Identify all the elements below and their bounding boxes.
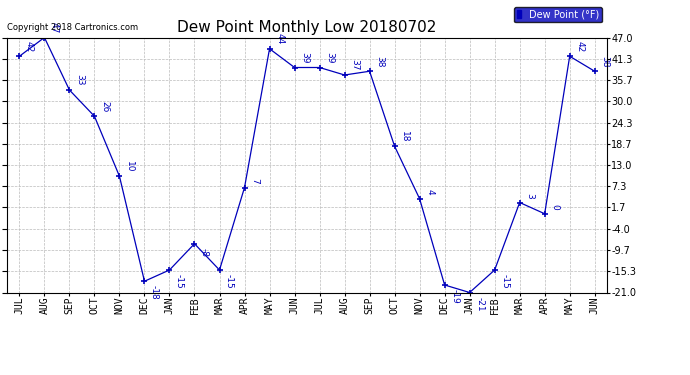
- Text: -15: -15: [175, 274, 184, 289]
- Text: 33: 33: [75, 74, 84, 86]
- Text: -19: -19: [450, 289, 459, 304]
- Text: 4: 4: [425, 189, 434, 195]
- Text: 18: 18: [400, 130, 409, 142]
- Text: 39: 39: [325, 52, 334, 63]
- Legend: Dew Point (°F): Dew Point (°F): [513, 7, 602, 22]
- Text: 7: 7: [250, 178, 259, 183]
- Text: Copyright 2018 Cartronics.com: Copyright 2018 Cartronics.com: [7, 23, 138, 32]
- Text: 37: 37: [350, 59, 359, 71]
- Text: 38: 38: [375, 56, 384, 67]
- Text: 44: 44: [275, 33, 284, 45]
- Text: -8: -8: [200, 248, 209, 257]
- Text: 42: 42: [25, 41, 34, 52]
- Text: -15: -15: [225, 274, 234, 289]
- Text: -21: -21: [475, 297, 484, 311]
- Text: 38: 38: [600, 56, 609, 67]
- Text: 42: 42: [575, 41, 584, 52]
- Text: -18: -18: [150, 285, 159, 300]
- Text: 47: 47: [50, 22, 59, 33]
- Text: 10: 10: [125, 160, 134, 172]
- Text: 26: 26: [100, 101, 109, 112]
- Title: Dew Point Monthly Low 20180702: Dew Point Monthly Low 20180702: [177, 20, 437, 35]
- Text: 0: 0: [550, 204, 559, 210]
- Text: 3: 3: [525, 193, 534, 198]
- Text: -15: -15: [500, 274, 509, 289]
- Text: 39: 39: [300, 52, 309, 63]
